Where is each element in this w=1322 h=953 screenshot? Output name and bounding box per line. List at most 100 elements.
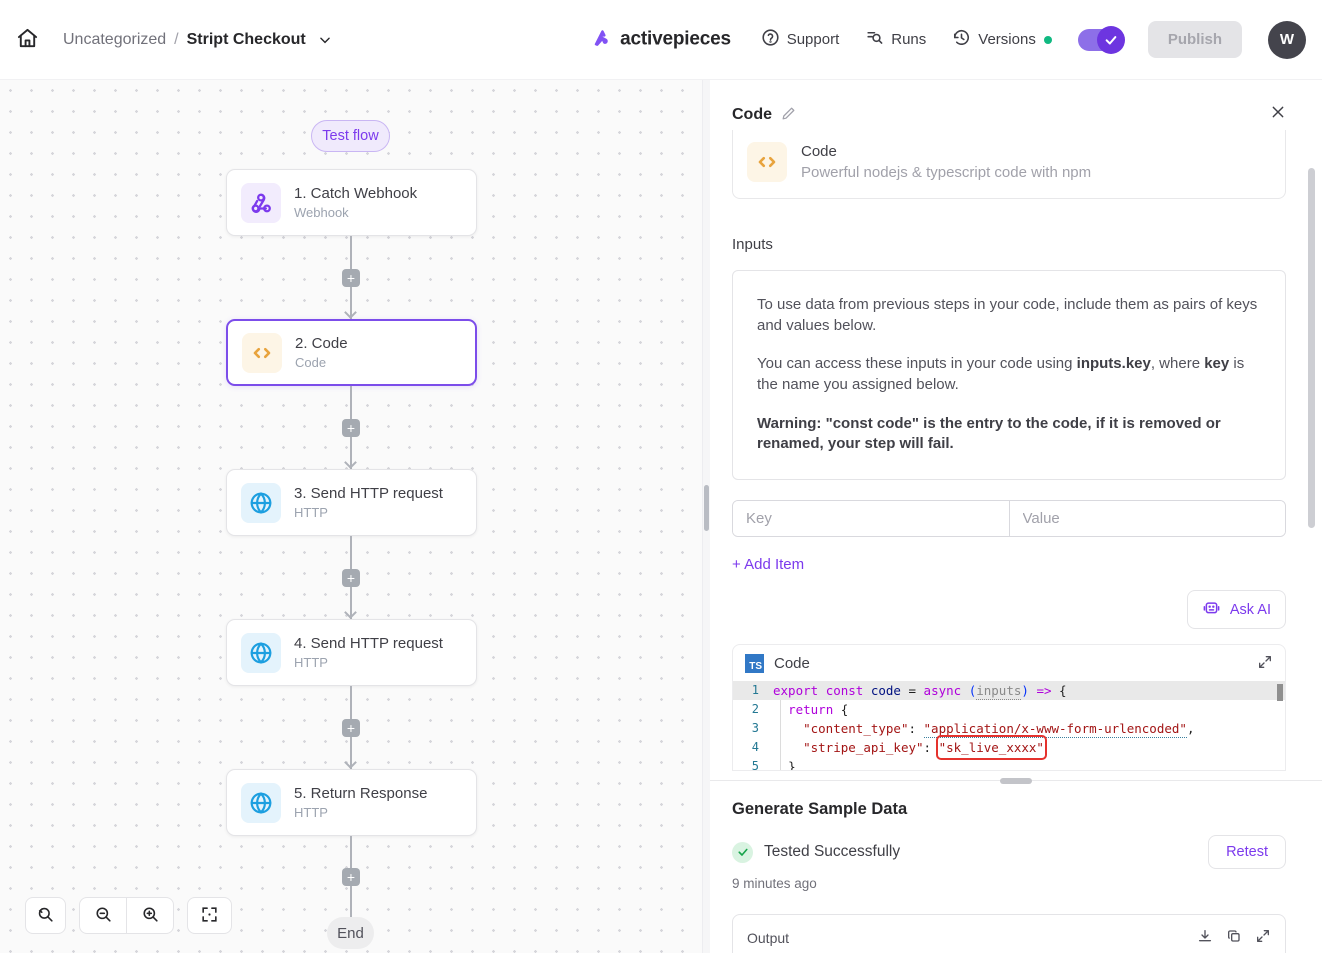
step-card-http-1[interactable]: 3. Send HTTP request HTTP bbox=[226, 469, 477, 536]
logo-text: activepieces bbox=[620, 28, 731, 50]
step-title: 4. Send HTTP request bbox=[294, 635, 443, 652]
step-card-return-response[interactable]: 5. Return Response HTTP bbox=[226, 769, 477, 836]
breadcrumb-separator: / bbox=[174, 30, 179, 48]
ask-ai-button[interactable]: Ask AI bbox=[1186, 590, 1286, 630]
code-editor[interactable]: TS Code 1 export const code = async (inpu… bbox=[732, 644, 1286, 772]
globe-icon bbox=[241, 482, 281, 523]
robot-icon bbox=[1202, 598, 1221, 621]
resize-handle[interactable] bbox=[1000, 778, 1032, 785]
publish-toggle[interactable] bbox=[1077, 25, 1125, 54]
canvas-controls bbox=[25, 897, 232, 934]
zoom-out-button[interactable] bbox=[80, 898, 126, 933]
support-label: Support bbox=[786, 31, 840, 48]
versions-button[interactable]: Versions bbox=[952, 28, 1036, 51]
code-line-3[interactable]: 3 "content_type": "application/x-www-for… bbox=[751, 721, 1195, 739]
runs-list-search-icon bbox=[865, 28, 884, 51]
indent-guide bbox=[780, 700, 781, 771]
success-check-icon bbox=[732, 841, 753, 863]
connector: + bbox=[339, 686, 363, 769]
versions-label: Versions bbox=[978, 31, 1036, 48]
info-paragraph-2: You can access these inputs in your code… bbox=[757, 355, 1245, 394]
panel-scrollbar[interactable] bbox=[1308, 168, 1315, 528]
fit-view-button[interactable] bbox=[187, 897, 232, 934]
step-card-code[interactable]: 2. Code Code bbox=[226, 319, 477, 386]
expand-output-button[interactable] bbox=[1255, 928, 1271, 947]
expand-icon bbox=[1257, 655, 1273, 673]
home-icon bbox=[16, 27, 39, 53]
add-step-button[interactable]: + bbox=[342, 268, 360, 287]
support-button[interactable]: Support bbox=[761, 28, 840, 51]
panel-resize-splitter[interactable] bbox=[703, 80, 710, 953]
add-step-button[interactable]: + bbox=[342, 867, 360, 886]
expand-code-button[interactable] bbox=[1257, 654, 1273, 673]
avatar[interactable]: W bbox=[1268, 20, 1306, 59]
connector: + bbox=[339, 536, 363, 619]
retest-button[interactable]: Retest bbox=[1208, 835, 1286, 870]
code-line-4[interactable]: 4 "stripe_api_key": "sk_live_xxxx" bbox=[751, 735, 1047, 761]
breadcrumb-flow-name[interactable]: Stript Checkout bbox=[186, 30, 306, 48]
code-line-1[interactable]: 1 export const code = async (inputs) => { bbox=[733, 681, 1285, 701]
test-status-text: Tested Successfully bbox=[764, 843, 901, 861]
output-card: Output bbox=[732, 914, 1286, 953]
breadcrumb-folder[interactable]: Uncategorized bbox=[63, 30, 167, 48]
info-paragraph-1: To use data from previous steps in your … bbox=[757, 296, 1258, 334]
key-input[interactable] bbox=[733, 501, 1009, 537]
pencil-icon bbox=[781, 106, 796, 124]
code-editor-title: Code bbox=[774, 654, 810, 672]
value-input[interactable] bbox=[1009, 501, 1285, 537]
close-panel-button[interactable] bbox=[1270, 104, 1286, 125]
copy-icon bbox=[1226, 928, 1242, 947]
input-divider bbox=[1008, 501, 1010, 537]
zoom-in-button[interactable] bbox=[127, 898, 173, 933]
add-step-button[interactable]: + bbox=[342, 418, 360, 437]
runs-button[interactable]: Runs bbox=[865, 28, 926, 51]
activepieces-logo: activepieces bbox=[591, 26, 731, 53]
step-subtitle: HTTP bbox=[294, 805, 328, 820]
inputs-info-box: To use data from previous steps in your … bbox=[732, 270, 1286, 481]
publish-button[interactable]: Publish bbox=[1147, 21, 1242, 58]
globe-icon bbox=[241, 782, 281, 823]
code-icon bbox=[747, 142, 787, 182]
step-summary-card: Code Powerful nodejs & typescript code w… bbox=[732, 130, 1286, 199]
zoom-in-icon bbox=[141, 905, 160, 927]
connector: + bbox=[339, 236, 363, 319]
step-card-catch-webhook[interactable]: 1. Catch Webhook Webhook bbox=[226, 169, 477, 236]
top-header: Uncategorized / Stript Checkout activepi… bbox=[0, 0, 1322, 80]
step-title: 3. Send HTTP request bbox=[294, 485, 443, 502]
chevron-down-icon[interactable] bbox=[318, 33, 332, 47]
code-line-5[interactable]: 5 } bbox=[751, 759, 796, 771]
flow-canvas[interactable]: Test flow 1. Catch Webhook Webhook + 2. … bbox=[0, 80, 703, 953]
typescript-badge: TS bbox=[745, 653, 764, 673]
add-step-button[interactable]: + bbox=[342, 718, 360, 737]
code-line-2[interactable]: 2 return { bbox=[751, 702, 849, 718]
close-icon bbox=[1270, 105, 1286, 124]
step-subtitle: Code bbox=[295, 355, 327, 370]
copy-output-button[interactable] bbox=[1226, 928, 1242, 947]
step-subtitle: Webhook bbox=[294, 205, 349, 220]
step-subtitle: HTTP bbox=[294, 655, 328, 670]
step-title: 5. Return Response bbox=[294, 785, 428, 802]
zoom-out-icon bbox=[94, 905, 113, 927]
download-output-button[interactable] bbox=[1197, 928, 1213, 947]
step-subtitle: HTTP bbox=[294, 505, 328, 520]
test-timestamp: 9 minutes ago bbox=[732, 876, 817, 892]
add-step-button[interactable]: + bbox=[342, 568, 360, 587]
history-icon bbox=[952, 28, 971, 51]
help-icon bbox=[761, 28, 780, 51]
arrow-down-icon bbox=[344, 456, 357, 469]
code-editor-body[interactable]: 1 export const code = async (inputs) => {… bbox=[733, 681, 1285, 771]
toggle-check-icon bbox=[1096, 25, 1125, 54]
home-button[interactable] bbox=[16, 27, 39, 53]
panel-title: Code bbox=[732, 105, 772, 123]
download-icon bbox=[1197, 928, 1213, 947]
step-card-http-2[interactable]: 4. Send HTTP request HTTP bbox=[226, 619, 477, 686]
reset-zoom-button[interactable] bbox=[25, 897, 66, 934]
add-item-button[interactable]: + Add Item bbox=[732, 556, 805, 574]
arrow-down-icon bbox=[344, 606, 357, 619]
editor-scrollbar[interactable] bbox=[1277, 684, 1283, 702]
section-divider bbox=[710, 778, 1322, 785]
rename-step-button[interactable] bbox=[781, 106, 796, 124]
inputs-heading: Inputs bbox=[732, 236, 773, 253]
test-flow-button[interactable]: Test flow bbox=[311, 120, 390, 152]
step-title: 2. Code bbox=[295, 335, 348, 352]
